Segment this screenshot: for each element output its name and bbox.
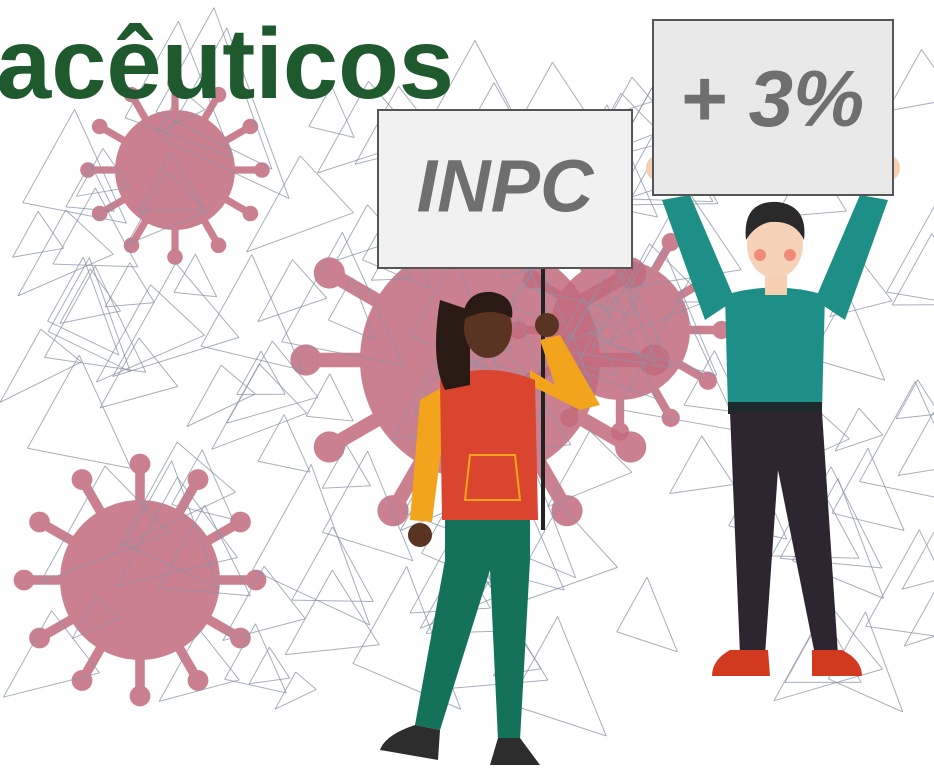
virus-knob bbox=[243, 206, 259, 222]
virus-knob bbox=[14, 570, 35, 591]
illustration: acêuticos INPC + 3% bbox=[0, 0, 934, 770]
virus-knob bbox=[92, 119, 108, 135]
woman-hoodie bbox=[440, 370, 538, 520]
man-shirt bbox=[725, 288, 825, 411]
virus-knob bbox=[230, 512, 251, 533]
headline: acêuticos bbox=[0, 8, 454, 120]
virus-knob bbox=[314, 431, 345, 462]
virus-knob bbox=[211, 238, 227, 254]
virus-knob bbox=[167, 249, 183, 265]
page: acêuticos INPC + 3% (() => { bbox=[0, 0, 934, 770]
virus-knob bbox=[188, 469, 209, 490]
virus-knob bbox=[560, 409, 578, 427]
man-cheek bbox=[784, 249, 796, 261]
woman-hand bbox=[408, 523, 432, 547]
virus-knob bbox=[72, 469, 93, 490]
virus-knob bbox=[290, 344, 321, 375]
virus-knob bbox=[130, 454, 151, 475]
sign-text: INPC bbox=[417, 145, 595, 228]
virus-body bbox=[115, 110, 235, 230]
virus-knob bbox=[377, 495, 408, 526]
sign-text: + 3% bbox=[680, 54, 865, 143]
virus-knob bbox=[611, 422, 629, 440]
virus-knob bbox=[243, 119, 259, 135]
virus-knob bbox=[29, 512, 50, 533]
woman-hand bbox=[535, 313, 559, 337]
virus-knob bbox=[130, 686, 151, 707]
man-cheek bbox=[754, 249, 766, 261]
virus-knob bbox=[314, 257, 345, 288]
virus-knob bbox=[188, 670, 209, 691]
virus-knob bbox=[72, 670, 93, 691]
